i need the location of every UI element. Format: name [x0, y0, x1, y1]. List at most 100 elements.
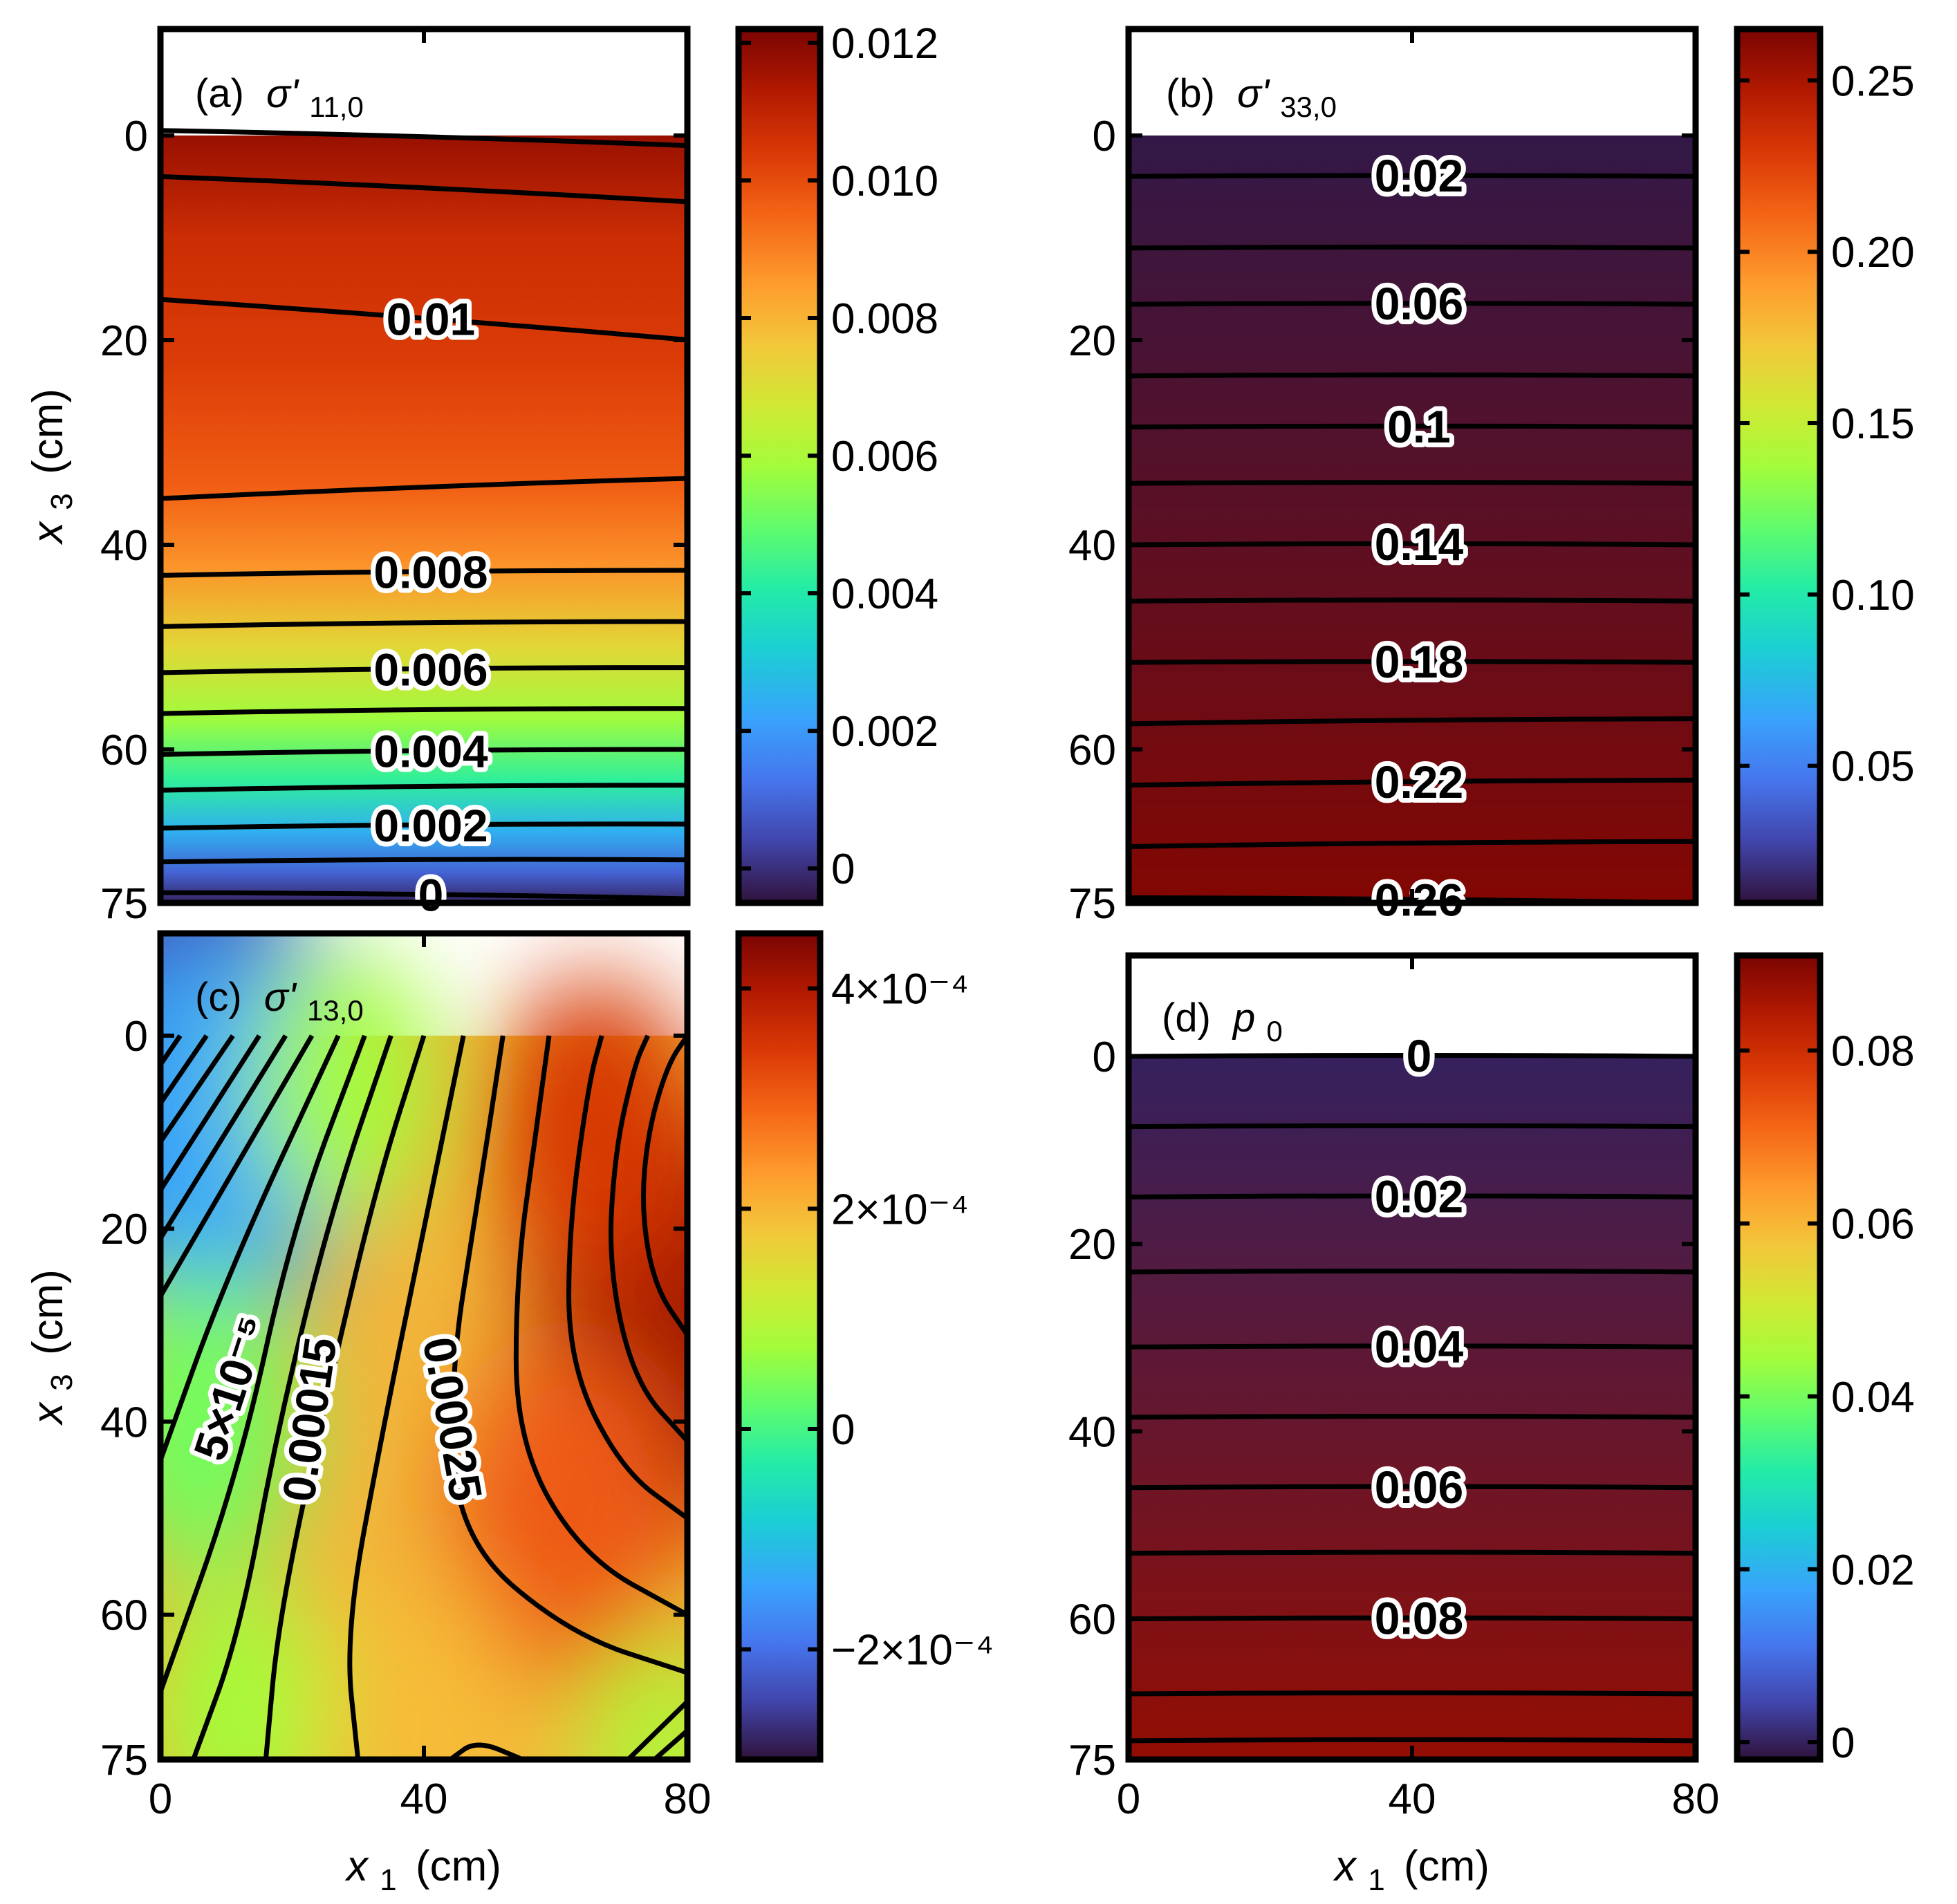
- contour-line: [1129, 1343, 1696, 1350]
- panel-title-c-prefix: (c): [195, 975, 242, 1020]
- contour-line: [347, 1035, 466, 1760]
- contour-line: [1129, 1549, 1696, 1556]
- panel-title-c-sub: 13,0: [307, 994, 364, 1027]
- ylabel-a-main: x: [24, 521, 72, 545]
- contour-line: [1129, 173, 1696, 179]
- field-blob: [318, 1576, 530, 1760]
- y-tick-label: 0: [1093, 1034, 1116, 1081]
- contour-line: [160, 821, 687, 831]
- y-tick-label: 20: [100, 1206, 148, 1253]
- y-tick-label: 75: [1068, 880, 1116, 928]
- x-tick-label: 80: [1672, 1775, 1720, 1823]
- y-tick-label: 0: [124, 1013, 148, 1061]
- xlabel-c-unit: (cm): [416, 1842, 501, 1890]
- contour-line: [160, 619, 687, 629]
- colorbar-ticks-c: −2×10⁻⁴ 0 2×10⁻⁴ 4×10⁻⁴: [739, 966, 994, 1674]
- xlabel-d-unit: (cm): [1404, 1842, 1490, 1890]
- ylabel-c-main: x: [24, 1401, 72, 1426]
- field-d: [1129, 955, 1696, 1760]
- panel-title-b-sub: 33,0: [1280, 91, 1337, 123]
- contours-c: [160, 1034, 687, 1760]
- contour-line: [1129, 1123, 1696, 1130]
- colorbar-tick-label: 0.010: [831, 158, 938, 205]
- colorbar-tick-label: 2×10⁻⁴: [831, 1186, 969, 1233]
- contour-line: [160, 128, 687, 149]
- contour-label: 0.002: [373, 800, 488, 851]
- y-tick-label: 75: [1068, 1737, 1116, 1784]
- panel-title-b-prefix: (b): [1166, 71, 1215, 116]
- contour-line: [1129, 480, 1696, 486]
- contour-label: 0.18: [1375, 636, 1463, 687]
- colorbar-tick-label: −2×10⁻⁴: [831, 1627, 994, 1674]
- colorbar-tick-label: 0.004: [831, 570, 938, 618]
- colorbar-tick-label: 0: [831, 1406, 855, 1454]
- contour-label: 0.22: [1375, 756, 1463, 808]
- y-tick-label: 75: [100, 880, 148, 928]
- colorbar-tick-label: 0.006: [831, 433, 938, 480]
- y-tick-label: 60: [100, 1592, 148, 1640]
- colorbar-a: [735, 26, 824, 906]
- contour-line: [1129, 1690, 1696, 1697]
- colorbar-tick-label: 0.10: [1831, 572, 1915, 619]
- ylabel-c: x 3 (cm): [24, 1269, 82, 1426]
- xlabel-c-sub: 1: [380, 1863, 396, 1897]
- contour-label: 0.02: [1375, 1170, 1463, 1222]
- contour-line: [160, 783, 687, 793]
- contour-line: [1129, 839, 1696, 850]
- contour-line: [1129, 423, 1696, 430]
- panel-b: 0.02 0.06 0.1 0.14 0.18 0.22 0.26 0 20 40 60 75 (b…: [1068, 26, 1915, 930]
- x-tick-label: 80: [664, 1775, 712, 1823]
- contour-line: [160, 476, 687, 501]
- panel-title-b-symbol: σ': [1237, 71, 1270, 116]
- contour-label: 0: [1407, 1030, 1432, 1081]
- xlabel-d-main: x: [1333, 1842, 1357, 1890]
- contour-line: [160, 857, 687, 865]
- colorbar-tick-label: 0.08: [1831, 1028, 1915, 1076]
- colorbar-tick-label: 0.008: [831, 295, 938, 343]
- contour-line: [160, 174, 687, 205]
- contour-line: [641, 1034, 687, 1336]
- contour-label: 0.06: [1375, 1462, 1463, 1513]
- y-tick-label: 40: [100, 522, 148, 570]
- contour-line: [160, 297, 687, 343]
- panel-title-a-sub: 11,0: [309, 91, 364, 123]
- xlabel-c: x 1 (cm): [344, 1842, 501, 1900]
- panel-title-d-symbol: p: [1232, 996, 1255, 1040]
- contour-line: [160, 1034, 367, 1693]
- contour-label: 0.1: [1387, 401, 1451, 452]
- contour-line: [1129, 659, 1696, 665]
- contour-line: [263, 1034, 427, 1760]
- contour-line: [450, 1035, 687, 1675]
- colorbar-tick-label: 0.002: [831, 708, 938, 756]
- contour-line: [191, 1034, 393, 1760]
- ylabel-c-unit: (cm): [24, 1269, 72, 1355]
- panel-title-d: (d) p 0: [1162, 996, 1283, 1047]
- contour-line: [1129, 716, 1696, 727]
- ylabel-a-unit: (cm): [24, 389, 72, 474]
- field-fill-d: [1129, 1056, 1696, 1760]
- ticks-a: 0 20 40 60 75: [100, 29, 689, 928]
- colorbar-tick-label: 4×10⁻⁴: [831, 966, 969, 1014]
- y-tick-label: 40: [100, 1399, 148, 1446]
- contour-line: [1129, 1268, 1696, 1275]
- y-tick-label: 0: [124, 113, 148, 160]
- contour-line: [1129, 777, 1696, 788]
- contour-label: 0.006: [373, 644, 488, 695]
- y-tick-label: 60: [1068, 727, 1116, 774]
- colorbar-ticks-d: 0 0.02 0.04 0.06 0.08: [1737, 1028, 1915, 1767]
- contour-line: [1129, 1053, 1696, 1059]
- colorbar-tick-label: 0.06: [1831, 1201, 1915, 1249]
- colorbar-b: [1734, 26, 1824, 906]
- contour-line: [160, 747, 687, 757]
- contour-labels-b: 0.02 0.06 0.1 0.14 0.18 0.22 0.26: [1370, 145, 1469, 930]
- y-tick-label: 20: [1068, 1221, 1116, 1269]
- colorbar-tick-label: 0: [831, 846, 855, 893]
- ylabel-a-sub: 3: [45, 493, 79, 510]
- panel-title-a-prefix: (a): [195, 71, 244, 116]
- contour-line: [1129, 301, 1696, 307]
